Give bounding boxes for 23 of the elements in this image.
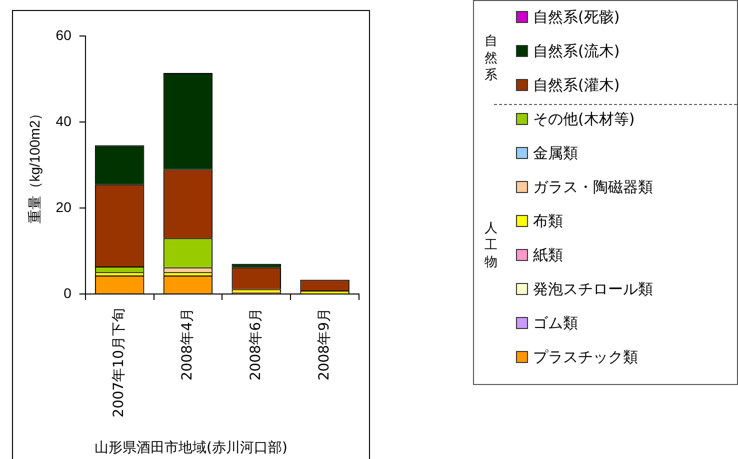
legend-label: 自然系(流木) (533, 42, 620, 60)
legend-label: ガラス・陶磁器類 (533, 178, 653, 196)
legend-label: 布類 (533, 212, 563, 230)
x-tick-label: 2007年10月下旬 (111, 308, 128, 418)
legend-label: 紙類 (533, 246, 563, 264)
legend-label: その他(木材等) (533, 110, 635, 128)
text: 人工物 (484, 220, 498, 270)
legend-label: 発泡スチロール類 (533, 280, 653, 298)
legend-label: 金属類 (533, 144, 578, 162)
x-tick-label: 2008年6月 (248, 308, 264, 381)
legend-label: 自然系(死骸) (533, 8, 620, 26)
y-tick-label: 40 (56, 112, 72, 129)
x-axis-title: 山形県酒田市地域(赤川河口部) (94, 439, 288, 457)
legend-label: 自然系(灌木) (533, 76, 620, 94)
y-tick-label: 60 (56, 26, 72, 43)
x-tick-label: 2008年4月 (180, 308, 196, 381)
y-tick-label: 20 (56, 198, 72, 215)
legend-label: ゴム類 (533, 314, 578, 332)
y-tick-label: 0 (64, 284, 72, 301)
legend-label: プラスチック類 (533, 348, 638, 366)
x-tick-label: 2008年9月 (316, 308, 332, 381)
text: 自然系 (484, 32, 498, 84)
y-axis-title: 重量（kg/100m2） (26, 106, 42, 224)
